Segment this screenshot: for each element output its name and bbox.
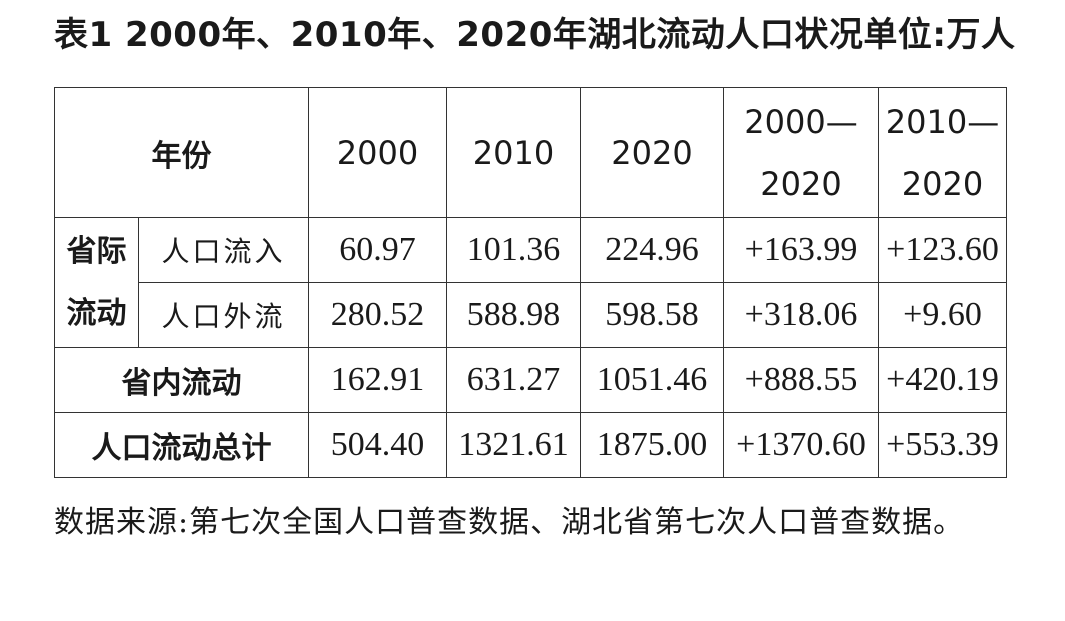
table-row: 人口外流 280.52 588.98 598.58 +318.06 +9.60 [55,282,1007,348]
row-label: 人口外流 [138,282,309,348]
cell-change-2000-2020: +318.06 [723,282,879,348]
header-2000: 2000 [308,87,447,218]
interprov-line1: 省际 [66,233,127,269]
cell-change-2000-2020: +163.99 [723,217,879,283]
row-label: 省内流动 [54,347,309,413]
header-row: 年份 2000 2010 2020 2000— 2020 2010— 2020 [54,87,1007,218]
table-row: 省际 流动 人口流入 60.97 101.36 224.96 +163.99 +… [54,217,1007,348]
cell-2010: 631.27 [446,347,581,413]
table-title: 表1 2000年、2010年、2020年湖北流动人口状况单位:万人 [54,15,1016,55]
cell-change-2000-2020: +1370.60 [723,412,879,478]
cell-change-2010-2020: +553.39 [878,412,1007,478]
cell-2000: 280.52 [308,282,447,348]
cell-2010: 588.98 [446,282,581,348]
cell-2010: 101.36 [446,217,581,283]
cell-2020: 1051.46 [580,347,724,413]
row-label: 人口流入 [138,217,309,283]
source-note: 数据来源:第七次全国人口普查数据、湖北省第七次人口普查数据。 [54,505,965,540]
cell-2010: 1321.61 [446,412,581,478]
cell-change-2000-2020: +888.55 [723,347,879,413]
cell-2000: 60.97 [308,217,447,283]
cell-change-2010-2020: +123.60 [878,217,1007,283]
cell-2000: 504.40 [308,412,447,478]
cell-change-2010-2020: +420.19 [878,347,1007,413]
header-range-2010-2020: 2010— 2020 [878,87,1007,218]
header-2010: 2010 [446,87,581,218]
cell-2020: 224.96 [580,217,724,283]
row-label: 人口流动总计 [54,412,309,478]
table-row: 人口流动总计 504.40 1321.61 1875.00 +1370.60 +… [54,412,1007,478]
header-range2-line1: 2010— [885,102,1000,141]
cell-change-2010-2020: +9.60 [878,282,1007,348]
header-range1-line1: 2000— [744,102,858,141]
cell-2020: 598.58 [580,282,724,348]
header-range-2000-2020: 2000— 2020 [723,87,879,218]
cell-2020: 1875.00 [580,412,724,478]
header-year-label: 年份 [54,87,309,218]
interprov-group-label: 省际 流动 [54,217,139,348]
header-range1-line2: 2020 [760,164,842,203]
header-range2-line2: 2020 [901,164,984,203]
header-2020: 2020 [580,87,724,218]
population-flow-table: 年份 2000 2010 2020 2000— 2020 2010— 2020 … [54,87,1007,478]
interprov-line2: 流动 [66,295,127,331]
cell-2000: 162.91 [308,347,447,413]
table-row: 省内流动 162.91 631.27 1051.46 +888.55 +420.… [54,347,1007,413]
